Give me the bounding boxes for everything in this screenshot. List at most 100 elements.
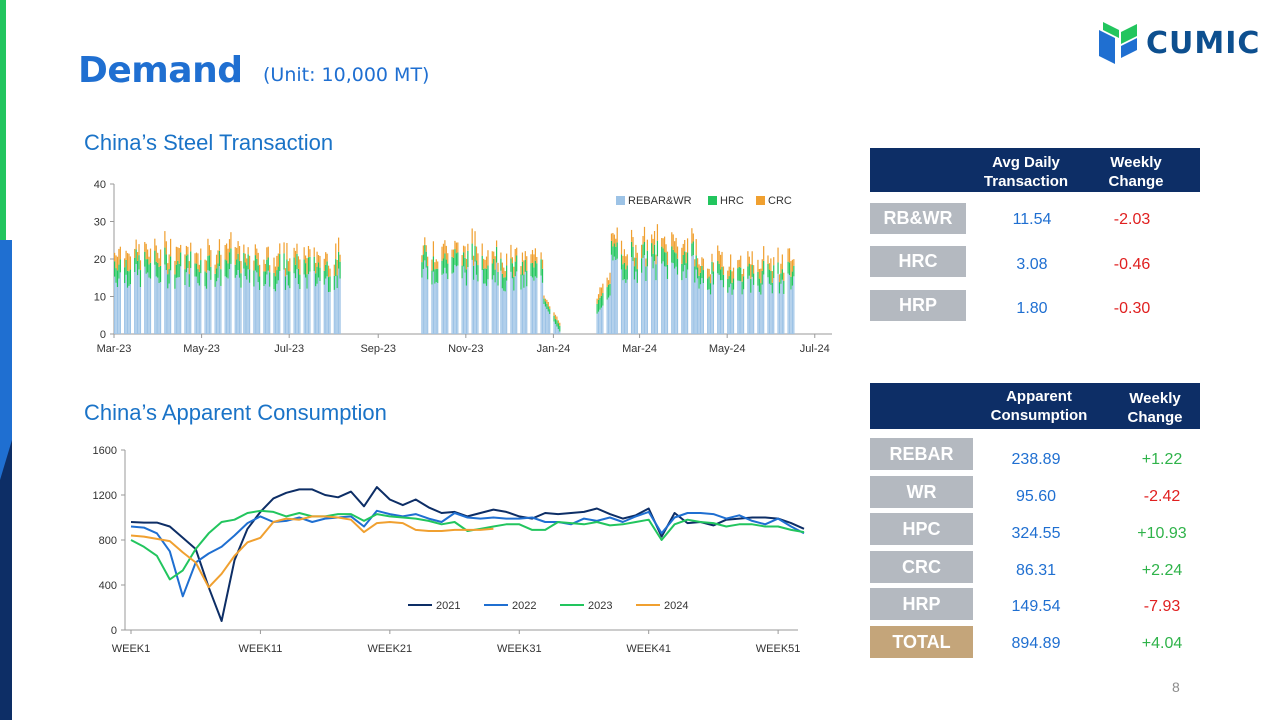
bar-hrc (157, 262, 159, 278)
legend-label: 2023 (588, 600, 612, 612)
bar-crc (623, 249, 626, 263)
x-tick-label: May-24 (709, 343, 746, 355)
bar-crc (727, 270, 729, 280)
bar-rebar-wr (730, 283, 732, 334)
bar-rebar-wr (287, 285, 289, 334)
bar-crc (190, 242, 192, 252)
bar-crc (630, 229, 633, 242)
x-tick-label: WEEK31 (497, 643, 542, 655)
bar-hrc (497, 271, 499, 286)
bar-crc (533, 254, 535, 268)
bar-crc (788, 248, 791, 263)
bar-hrc (218, 250, 221, 267)
bar-rebar-wr (442, 273, 445, 334)
bar-hrc (473, 265, 475, 280)
bar-hrc (559, 325, 561, 332)
bar-hrc (686, 252, 689, 270)
bar-crc (200, 248, 202, 261)
bar-rebar-wr (269, 286, 271, 334)
bar-hrc (495, 246, 498, 263)
bar-hrc (339, 261, 341, 279)
bar-crc (770, 258, 772, 271)
bar-hrc (503, 277, 505, 291)
bar-hrc (434, 269, 436, 284)
bar-crc (236, 247, 238, 260)
bar-rebar-wr (483, 283, 485, 334)
y-tick-label: 400 (99, 580, 117, 592)
bar-crc (303, 247, 305, 260)
bar-hrc (738, 266, 740, 281)
bar-rebar-wr (289, 288, 291, 334)
bar-hrc (454, 249, 456, 265)
bar-crc (114, 252, 116, 262)
bar-rebar-wr (709, 294, 712, 334)
bar-hrc (606, 287, 608, 300)
bar-crc (620, 240, 623, 255)
unit-label: (Unit: 10,000 MT) (263, 64, 430, 86)
bar-hrc (188, 274, 190, 287)
bar-crc (771, 271, 773, 283)
bar-hrc (236, 259, 238, 275)
bar-hrc (125, 259, 127, 275)
bar-crc (484, 259, 486, 269)
bar-rebar-wr (778, 293, 781, 334)
x-tick-label: WEEK51 (756, 643, 801, 655)
bar-hrc (246, 265, 248, 280)
bar-hrc (264, 271, 267, 285)
bar-rebar-wr (781, 279, 783, 334)
bar-rebar-wr (596, 313, 598, 334)
bar-crc (149, 248, 152, 263)
bar-rebar-wr (682, 271, 684, 334)
bar-crc (742, 268, 745, 277)
bar-rebar-wr (237, 269, 239, 334)
row-change-hpc: +10.93 (1137, 525, 1187, 542)
bar-hrc (180, 252, 182, 267)
bar-rebar-wr (247, 269, 249, 334)
page-title: Demand (78, 50, 243, 91)
bar-hrc (477, 265, 479, 282)
bar-crc (325, 252, 327, 265)
bar-hrc (484, 268, 486, 284)
bar-rebar-wr (279, 271, 281, 334)
bar-crc (524, 251, 526, 260)
bar-hrc (790, 276, 792, 290)
apparent-consumption-title: China’s Apparent Consumption (84, 400, 387, 425)
bar-crc (778, 274, 781, 283)
row-value-crc: 86.31 (1015, 562, 1057, 579)
bar-hrc (728, 276, 730, 288)
bar-hrc (651, 243, 653, 257)
bar-crc (274, 266, 277, 277)
bar-crc (218, 239, 221, 251)
bar-hrc (500, 258, 502, 271)
bar-rebar-wr (304, 277, 307, 334)
bar-crc (434, 262, 436, 270)
row-change-crc: +2.24 (1141, 562, 1183, 579)
bar-hrc (546, 303, 548, 309)
bar-crc (465, 258, 468, 270)
bar-crc (214, 264, 216, 274)
bar-crc (520, 266, 522, 275)
bar-hrc (773, 265, 775, 279)
bar-rebar-wr (526, 286, 528, 334)
bar-hrc (530, 263, 532, 277)
bar-rebar-wr (633, 279, 636, 334)
bar-rebar-wr (620, 269, 623, 334)
bar-crc (783, 272, 785, 281)
x-tick-label: Sep-23 (360, 343, 395, 355)
row-change-wr: -2.42 (1143, 488, 1181, 505)
row-value-hrp: 1.80 (1016, 300, 1048, 317)
bar-hrc (711, 261, 713, 274)
bar-crc (642, 235, 644, 245)
bar-rebar-wr (757, 285, 759, 334)
bar-crc (451, 249, 453, 257)
bar-hrc (284, 276, 287, 290)
bar-rebar-wr (675, 266, 677, 334)
bar-crc (184, 254, 186, 270)
bar-crc (543, 295, 545, 299)
bar-crc (510, 244, 512, 259)
bar-hrc (238, 261, 241, 278)
bar-rebar-wr (777, 273, 779, 334)
bar-hrc (210, 266, 212, 280)
bar-hrc (269, 272, 271, 287)
steel-transaction-chart: 0 10 20 30 40 Mar-23 May-23 Jul-23 Sep-23 Nov-23 J… (94, 179, 832, 355)
